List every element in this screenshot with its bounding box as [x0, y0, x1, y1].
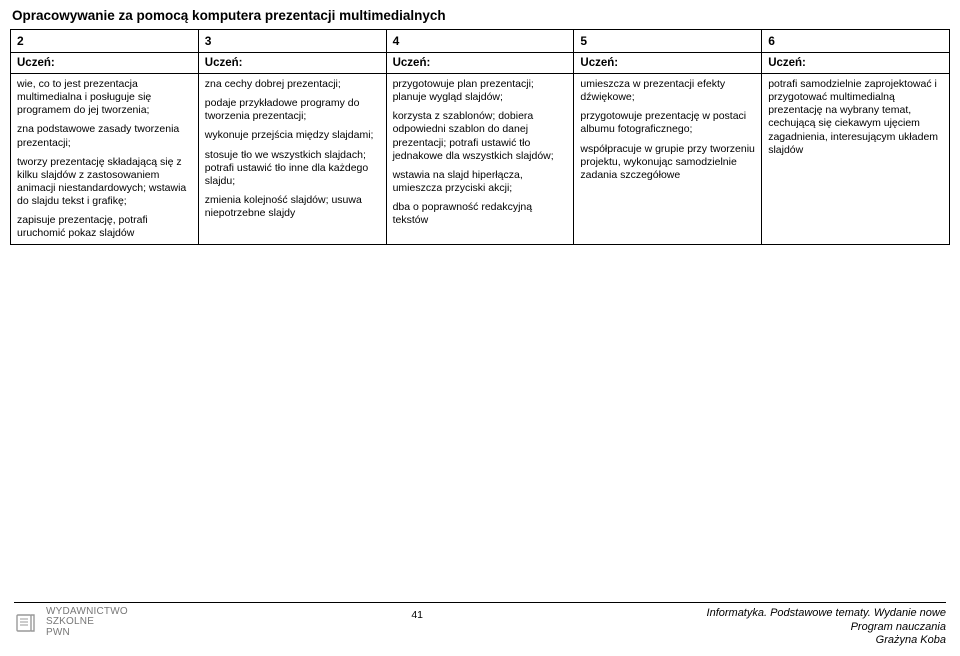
footer-author: Grażyna Koba — [707, 634, 946, 648]
cell-col-6: potrafi samodzielnie zaprojektować i prz… — [762, 74, 950, 245]
criteria-text: wie, co to jest prezentacja multimedialn… — [17, 78, 192, 117]
header-numbers-row: 2 3 4 5 6 — [11, 30, 950, 53]
criteria-text: wstawia na slajd hiperłącza, umieszcza p… — [393, 169, 568, 195]
student-label-2: Uczeń: — [11, 53, 199, 74]
col-num-4: 4 — [386, 30, 574, 53]
page-footer: WYDAWNICTWO SZKOLNE PWN 41 Informatyka. … — [0, 602, 960, 648]
criteria-text: korzysta z szablonów; dobiera odpowiedni… — [393, 110, 568, 163]
criteria-text: podaje przykładowe programy do tworzenia… — [205, 97, 380, 123]
col-num-6: 6 — [762, 30, 950, 53]
student-label-row: Uczeń: Uczeń: Uczeń: Uczeń: Uczeń: — [11, 53, 950, 74]
cell-col-5: umieszcza w prezentacji efekty dźwiękowe… — [574, 74, 762, 245]
publisher-block: WYDAWNICTWO SZKOLNE PWN — [14, 607, 128, 639]
student-label-4: Uczeń: — [386, 53, 574, 74]
page-container: Opracowywanie za pomocą komputera prezen… — [0, 0, 960, 245]
cell-col-4: przygotowuje plan prezentacji; planuje w… — [386, 74, 574, 245]
criteria-text: dba o poprawność redakcyjną tekstów — [393, 201, 568, 227]
publisher-text: WYDAWNICTWO SZKOLNE PWN — [46, 607, 128, 639]
criteria-text: stosuje tło we wszystkich slajdach; potr… — [205, 149, 380, 188]
cell-col-2: wie, co to jest prezentacja multimedialn… — [11, 74, 199, 245]
publisher-logo-icon — [14, 611, 38, 635]
criteria-text: wykonuje przejścia między slajdami; — [205, 129, 380, 142]
footer-divider — [14, 602, 946, 603]
criteria-text: przygotowuje plan prezentacji; planuje w… — [393, 78, 568, 104]
criteria-text: zmienia kolejność slajdów; usuwa niepotr… — [205, 194, 380, 220]
section-title: Opracowywanie za pomocą komputera prezen… — [12, 8, 950, 23]
student-label-3: Uczeń: — [198, 53, 386, 74]
content-row: wie, co to jest prezentacja multimedialn… — [11, 74, 950, 245]
page-number: 41 — [411, 607, 423, 621]
criteria-text: umieszcza w prezentacji efekty dźwiękowe… — [580, 78, 755, 104]
criteria-text: zapisuje prezentację, potrafi uruchomić … — [17, 214, 192, 240]
criteria-text: tworzy prezentację składającą się z kilk… — [17, 156, 192, 209]
publisher-line: PWN — [46, 628, 128, 639]
col-num-3: 3 — [198, 30, 386, 53]
criteria-text: współpracuje w grupie przy tworzeniu pro… — [580, 143, 755, 182]
criteria-table: 2 3 4 5 6 Uczeń: Uczeń: Uczeń: Uczeń: Uc… — [10, 29, 950, 245]
cell-col-3: zna cechy dobrej prezentacji; podaje prz… — [198, 74, 386, 245]
col-num-5: 5 — [574, 30, 762, 53]
criteria-text: potrafi samodzielnie zaprojektować i prz… — [768, 78, 943, 157]
student-label-5: Uczeń: — [574, 53, 762, 74]
footer-subtitle: Program nauczania — [707, 621, 946, 635]
footer-title: Informatyka. Podstawowe tematy. Wydanie … — [707, 607, 946, 621]
criteria-text: zna podstawowe zasady tworzenia prezenta… — [17, 123, 192, 149]
col-num-2: 2 — [11, 30, 199, 53]
criteria-text: zna cechy dobrej prezentacji; — [205, 78, 380, 91]
criteria-text: przygotowuje prezentację w postaci album… — [580, 110, 755, 136]
student-label-6: Uczeń: — [762, 53, 950, 74]
footer-right: Informatyka. Podstawowe tematy. Wydanie … — [707, 607, 946, 648]
